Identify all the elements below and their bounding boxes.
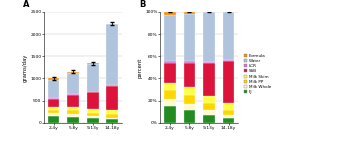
Bar [106,24,118,85]
Bar [164,12,176,15]
Bar [223,59,235,61]
Bar [67,94,79,95]
Legend: Formula, Water, LCR, SSB, Milk Skim, Milk PP, Milk Whole, FJ: Formula, Water, LCR, SSB, Milk Skim, Mil… [243,53,272,95]
Bar [106,119,118,123]
Bar [87,63,99,64]
Bar [87,113,99,116]
Bar [164,61,176,63]
Bar [67,114,79,117]
Bar [48,116,59,123]
Bar [164,83,176,90]
Bar [106,114,118,118]
Bar [87,109,99,113]
Bar [48,78,59,80]
Y-axis label: percent: percent [138,57,142,78]
Bar [184,63,195,87]
Bar [67,73,79,94]
Bar [87,64,99,91]
Bar [106,118,118,119]
Bar [67,117,79,123]
Bar [48,113,59,116]
Text: A: A [22,0,29,9]
Text: B: B [139,0,145,9]
Bar [184,95,195,104]
Bar [223,61,235,103]
Bar [67,72,79,73]
Bar [87,91,99,92]
Bar [48,99,59,107]
Bar [184,61,195,63]
Bar [223,12,235,59]
Bar [223,110,235,115]
Bar [184,12,195,13]
Bar [67,107,79,110]
Bar [203,110,215,115]
Bar [203,96,215,103]
Bar [203,63,215,96]
Bar [164,90,176,99]
Bar [223,115,235,118]
Y-axis label: grams/day: grams/day [22,53,28,82]
Bar [203,12,215,62]
Bar [48,98,59,99]
Bar [164,106,176,123]
Bar [67,110,79,114]
Bar [48,110,59,113]
Bar [184,104,195,110]
Bar [223,118,235,123]
Bar [48,80,59,98]
Bar [67,95,79,107]
Bar [87,118,99,123]
Bar [48,107,59,110]
Bar [87,116,99,118]
Bar [164,99,176,106]
Bar [203,103,215,110]
Bar [164,63,176,83]
Bar [164,15,176,61]
Bar [106,86,118,110]
Bar [184,87,195,95]
Bar [223,103,235,110]
Bar [203,115,215,123]
Bar [87,92,99,109]
Bar [106,110,118,114]
Bar [184,110,195,123]
Bar [184,13,195,61]
Bar [203,62,215,63]
Bar [106,85,118,86]
